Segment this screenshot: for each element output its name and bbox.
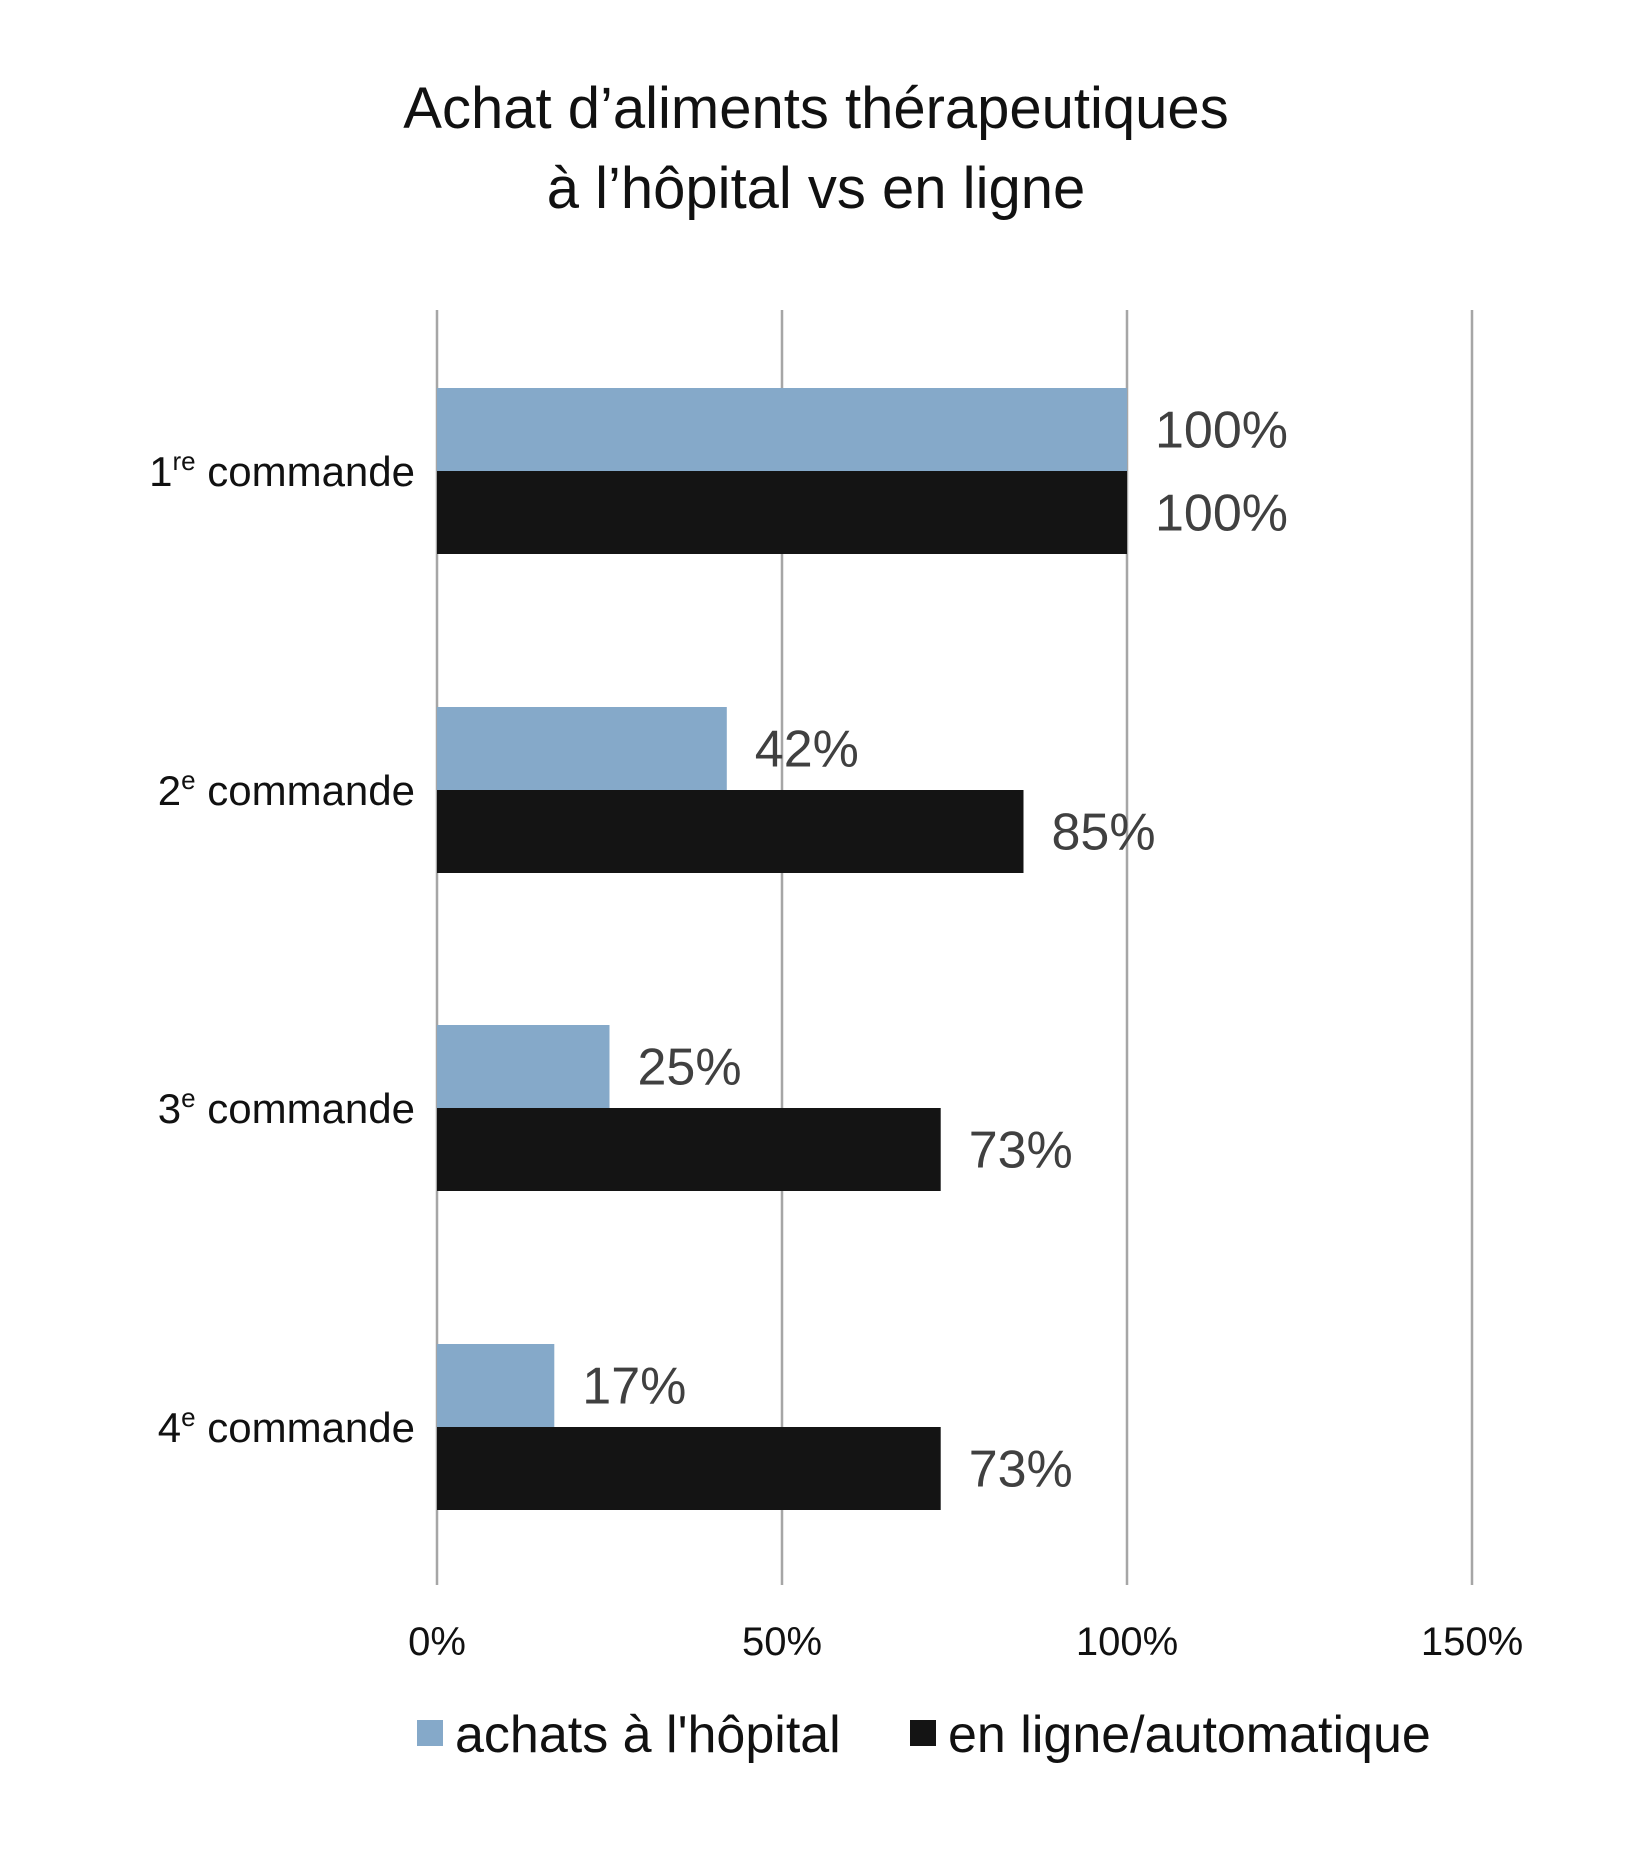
data-label: 17% <box>582 1358 686 1416</box>
data-labels: 100% 100% 42% 85% 25% 73% 17% 73% <box>582 402 1288 1499</box>
chart-title-line-2: à l’hôpital vs en ligne <box>547 156 1085 221</box>
data-label: 42% <box>755 721 859 779</box>
bar-series-2-cat-4 <box>437 1427 941 1510</box>
legend-swatch-1 <box>417 1720 443 1746</box>
chart-title: Achat d’aliments thérapeutiques à l’hôpi… <box>403 76 1228 221</box>
bar-series-1-cat-4 <box>437 1344 555 1427</box>
data-label: 85% <box>1052 804 1156 862</box>
bar-series-1-cat-2 <box>437 707 727 790</box>
chart-title-line-1: Achat d’aliments thérapeutiques <box>403 76 1228 141</box>
bars <box>437 388 1127 1510</box>
x-tick-label: 50% <box>742 1620 822 1664</box>
x-tick-label: 0% <box>408 1620 466 1664</box>
legend-label-1: achats à l'hôpital <box>455 1706 841 1764</box>
category-label: 1re commande <box>149 446 415 495</box>
category-label: 2e commande <box>158 765 415 814</box>
legend-swatch-2 <box>910 1720 936 1746</box>
data-label: 73% <box>969 1441 1073 1499</box>
data-label: 25% <box>638 1039 742 1097</box>
bar-series-2-cat-2 <box>437 790 1024 873</box>
bar-series-2-cat-1 <box>437 471 1127 554</box>
data-label: 100% <box>1155 402 1288 460</box>
data-label: 100% <box>1155 485 1288 543</box>
category-label: 3e commande <box>158 1083 415 1132</box>
bar-series-1-cat-3 <box>437 1025 610 1108</box>
category-labels: 1re commande 2e commande 3e commande 4e com… <box>149 446 415 1451</box>
data-label: 73% <box>969 1122 1073 1180</box>
category-label: 4e commande <box>158 1402 415 1451</box>
x-axis-tick-labels: 0% 50% 100% 150% <box>408 1620 1523 1664</box>
bar-series-1-cat-1 <box>437 388 1127 471</box>
bar-series-2-cat-3 <box>437 1108 941 1191</box>
x-tick-label: 100% <box>1076 1620 1178 1664</box>
x-tick-label: 150% <box>1421 1620 1523 1664</box>
legend: achats à l'hôpital en ligne/automatique <box>417 1706 1431 1764</box>
legend-label-2: en ligne/automatique <box>948 1706 1431 1764</box>
